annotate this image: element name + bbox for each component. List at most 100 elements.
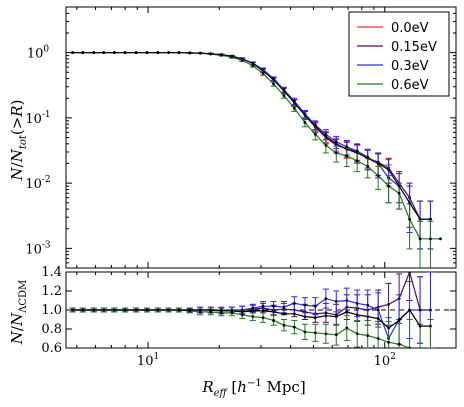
data-point	[282, 94, 286, 97]
top-y-tick-exp: -2	[42, 175, 51, 185]
data-point	[292, 301, 296, 305]
series-0.15eV	[69, 272, 434, 348]
data-point	[251, 309, 255, 313]
legend-label: 0.3eV	[391, 59, 429, 74]
bottom-y-tick-label: 1.2	[41, 284, 62, 299]
data-point	[345, 326, 349, 330]
top-y-tick-base: 10	[25, 242, 42, 257]
data-point	[397, 342, 401, 346]
bottom-y-tick-label: 1.0	[41, 303, 62, 318]
data-point	[355, 332, 359, 336]
data-point	[112, 308, 116, 312]
series-mean	[71, 308, 432, 330]
data-point	[102, 308, 106, 312]
top-y-tick-exp: -1	[42, 110, 51, 120]
bottom-y-axis-label: N/NΛCDM	[8, 280, 29, 345]
data-point	[418, 308, 422, 312]
data-point	[429, 324, 432, 328]
data-point	[366, 334, 370, 338]
data-point	[439, 237, 442, 241]
data-point	[219, 309, 223, 313]
data-point	[376, 317, 380, 320]
data-point	[303, 330, 307, 334]
data-point	[429, 308, 432, 312]
data-point	[251, 64, 255, 68]
plot-area	[69, 272, 434, 359]
x-tick-base: 10	[374, 354, 391, 369]
data-point	[251, 315, 255, 319]
data-point	[429, 237, 432, 241]
data-point	[282, 323, 286, 327]
data-point	[261, 72, 265, 75]
data-point	[261, 316, 265, 319]
data-point	[387, 302, 390, 306]
data-point	[334, 151, 338, 155]
data-point	[292, 325, 296, 329]
legend-label: 0.0eV	[391, 21, 429, 36]
data-point	[408, 272, 411, 274]
top-y-tick-exp: -3	[42, 240, 51, 250]
data-point	[376, 174, 380, 178]
data-point	[272, 304, 275, 308]
data-point	[324, 143, 328, 147]
data-point	[355, 313, 359, 317]
data-point	[282, 305, 286, 309]
x-tick-exp: 1	[153, 352, 159, 362]
data-point	[408, 346, 411, 348]
data-point	[81, 308, 85, 312]
top-y-tick-label: 10-3	[25, 240, 51, 257]
data-point	[292, 106, 296, 110]
data-point	[324, 311, 328, 315]
top-y-tick-exp: 0	[43, 45, 49, 55]
data-point	[92, 308, 96, 312]
data-point	[251, 306, 255, 310]
legend-label: 0.15eV	[391, 40, 437, 55]
data-point	[303, 315, 307, 319]
data-point	[324, 297, 328, 300]
data-point	[419, 356, 422, 359]
data-point	[397, 319, 401, 322]
data-point	[324, 132, 328, 136]
data-point	[272, 310, 275, 314]
data-point	[366, 315, 370, 319]
legend-label: 0.6eV	[391, 78, 429, 93]
data-point	[156, 308, 160, 312]
series-0.3eV	[69, 272, 434, 348]
top-y-axis-label: N/Ntot(>R)	[8, 100, 29, 182]
x-axis-label: Reff [h−1 Mpc]	[201, 378, 305, 399]
data-point	[355, 149, 359, 153]
data-point	[408, 308, 411, 312]
data-point	[345, 145, 349, 149]
data-point	[334, 315, 338, 319]
top-y-tick-base: 10	[27, 47, 44, 62]
reference-mean-line	[72, 52, 431, 220]
top-y-tick-label: 10-1	[25, 110, 50, 127]
data-point	[261, 309, 265, 313]
data-point	[240, 313, 244, 317]
x-tick-base: 10	[137, 354, 154, 369]
data-point	[418, 324, 422, 328]
data-point	[123, 308, 127, 312]
data-point	[313, 316, 317, 319]
x-tick-label: 102	[374, 352, 396, 369]
data-point	[71, 308, 75, 312]
data-point	[313, 304, 317, 308]
data-point	[167, 308, 170, 312]
top-y-tick-label: 100	[27, 45, 50, 62]
data-point	[366, 165, 370, 168]
data-point	[177, 308, 181, 312]
data-point	[134, 308, 138, 312]
legend: 0.0eV 0.15eV 0.3eV 0.6eV	[348, 11, 450, 97]
bottom-y-tick-label: 1.4	[41, 265, 62, 280]
bottom-y-tick-label: 0.6	[41, 341, 62, 356]
data-point	[387, 184, 390, 188]
data-point	[230, 309, 234, 313]
data-point	[282, 312, 286, 316]
data-point	[376, 308, 380, 312]
top-y-tick-base: 10	[25, 177, 42, 192]
data-point	[313, 132, 317, 136]
data-point	[345, 154, 349, 158]
data-point	[366, 303, 370, 307]
